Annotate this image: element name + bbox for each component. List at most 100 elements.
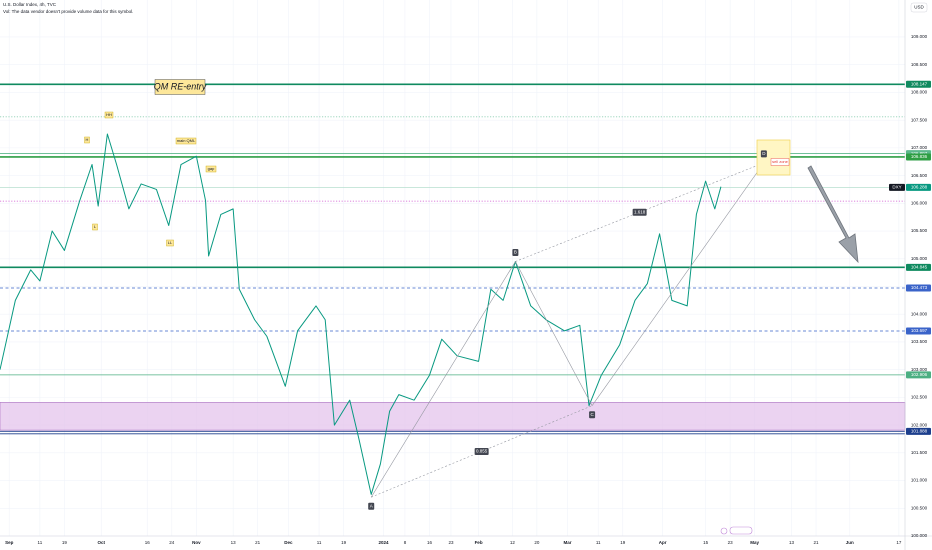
y-tick-label: 103.000 — [911, 367, 928, 372]
annotation-box — [92, 223, 98, 231]
ratio-label: 0.855 — [476, 449, 488, 454]
x-tick-label: 20 — [534, 540, 540, 545]
y-tick-label: 100.500 — [911, 505, 928, 510]
x-tick-label: 21 — [255, 540, 261, 545]
currency-button[interactable] — [910, 2, 928, 13]
annotation: HH — [106, 112, 112, 117]
y-tick-label: 101.000 — [911, 478, 928, 483]
wave-label: B — [514, 250, 517, 255]
x-tick-label: Mar — [564, 540, 572, 545]
y-tick-label: 100.000 — [911, 533, 928, 538]
x-tick-label: 23 — [728, 540, 734, 545]
sell-zone-box — [756, 139, 791, 176]
price-label-box — [906, 327, 931, 335]
price-label: 102.906 — [911, 372, 928, 377]
y-tick-label: 102.000 — [911, 422, 928, 427]
annotation: L — [94, 224, 97, 229]
price-label-box — [906, 427, 931, 435]
x-tick-label: 17 — [896, 540, 902, 545]
icon[interactable] — [720, 527, 728, 535]
pattern-line — [515, 261, 593, 406]
x-tick-label: May — [750, 540, 759, 545]
x-tick-label: Oct — [97, 540, 105, 545]
price-label-box — [906, 263, 931, 271]
annotation: LL — [168, 240, 173, 245]
y-tick-label: 108.500 — [911, 62, 928, 67]
currency-label[interactable]: USD — [914, 5, 924, 10]
demand-zone — [0, 402, 906, 431]
y-tick-label: 105.000 — [911, 256, 928, 261]
x-tick-label: 11 — [38, 540, 43, 545]
wave-label-box — [368, 502, 375, 510]
x-tick-label: 19 — [62, 540, 68, 545]
wave-label-box — [760, 150, 767, 158]
annotation: QM RE-entry — [154, 81, 207, 91]
price-label: 106.836 — [911, 154, 928, 159]
y-tick-label: 106.000 — [911, 201, 928, 206]
projection-arrow — [807, 165, 859, 264]
x-tick-label: 19 — [620, 540, 626, 545]
y-tick-label: 108.000 — [911, 90, 928, 95]
y-tick-label: 102.500 — [911, 395, 928, 400]
y-tick-label: 104.000 — [911, 311, 928, 316]
volume-note: Vol: The data vendor doesn't provide vol… — [3, 9, 133, 14]
x-tick-label: 11 — [317, 540, 322, 545]
x-tick-label: Jun — [846, 540, 854, 545]
annotation-box — [104, 111, 114, 119]
annotation: sell zone — [772, 159, 789, 164]
ratio-box — [632, 208, 647, 216]
price-line — [0, 133, 722, 495]
y-tick-label: 101.500 — [911, 450, 928, 455]
price-label: 106.897 — [911, 151, 928, 156]
wave-label: C — [590, 412, 594, 417]
price-label-box — [906, 80, 931, 88]
plot-area — [0, 0, 906, 537]
y-tick-label: 106.500 — [911, 173, 928, 178]
annotation-box — [166, 239, 174, 247]
x-tick-label: Feb — [475, 540, 483, 545]
y-tick-label: 109.000 — [911, 34, 928, 39]
x-tick-label: 13 — [789, 540, 795, 545]
x-tick-label: 12 — [510, 540, 516, 545]
symbol-title: U.S. Dollar Index, 4h, TVC — [3, 2, 57, 7]
icon[interactable] — [729, 526, 753, 535]
x-tick-label: Sep — [5, 540, 14, 545]
x-tick-label: 23 — [448, 540, 454, 545]
price-label: 104.845 — [911, 265, 928, 270]
x-tick-label: 19 — [341, 540, 347, 545]
x-tick-label: 2024 — [378, 540, 389, 545]
x-tick-label: Dec — [284, 540, 293, 545]
annotation: main QML — [177, 138, 196, 143]
pattern-line — [370, 261, 516, 498]
wave-label-box — [589, 411, 596, 419]
bottom-icons — [720, 526, 753, 535]
annotation-box — [175, 137, 197, 145]
annotation: gap — [208, 166, 215, 171]
symbol-tag: DXY — [892, 185, 901, 190]
overlay: 100.000 100.500 101.000 101.500 102.000 102.5… — [5, 34, 931, 545]
wave-label-box — [512, 249, 519, 257]
x-tick-label: 13 — [231, 540, 237, 545]
price-label: 106.288 — [911, 185, 928, 190]
y-tick-label: 103.500 — [911, 339, 928, 344]
ratio-box — [474, 447, 489, 455]
annotation-box — [205, 165, 217, 173]
price-label: 103.697 — [911, 328, 928, 333]
annotation: H — [86, 137, 89, 142]
x-tick-label: Apr — [659, 540, 667, 545]
symbol-tag-box — [889, 183, 905, 191]
x-tick-label: Nov — [192, 540, 201, 545]
x-tick-label: 15 — [703, 540, 709, 545]
price-label: 108.147 — [911, 81, 928, 86]
price-label-box — [906, 153, 931, 161]
y-tick-label: 107.500 — [911, 117, 928, 122]
price-label: 104.473 — [911, 285, 928, 290]
annotation-box — [84, 136, 90, 144]
x-tick-label: 21 — [814, 540, 820, 545]
annotation-box — [770, 158, 790, 166]
x-tick-label: 16 — [145, 540, 151, 545]
price-label: 101.888 — [911, 429, 928, 434]
x-tick-label: 8 — [404, 540, 407, 545]
